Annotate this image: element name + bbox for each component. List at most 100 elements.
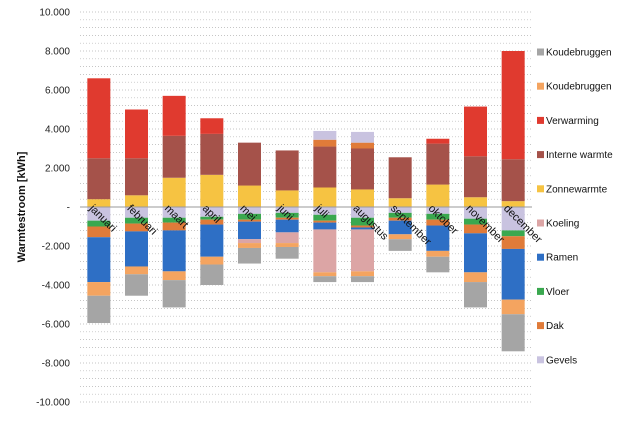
bar-segment — [426, 143, 450, 185]
bar-segment — [87, 158, 111, 200]
legend-swatch — [537, 253, 544, 261]
y-tick-label: 6.000 — [45, 86, 70, 97]
bar-segment — [426, 250, 450, 257]
y-tick-label: 2.000 — [45, 164, 70, 175]
y-tick-label: - — [67, 203, 70, 214]
bar-segment — [200, 133, 224, 175]
bar-segment — [313, 272, 337, 277]
legend-swatch — [537, 219, 544, 227]
bar-segment — [125, 231, 148, 267]
bar-segment — [351, 207, 374, 218]
bar-segment — [162, 207, 186, 218]
bar-segment — [501, 201, 525, 207]
bar-segment — [351, 229, 374, 272]
legend-swatch — [537, 185, 544, 193]
bar-segment — [238, 239, 261, 244]
bar-segment — [200, 219, 224, 225]
legend-swatch — [537, 287, 544, 295]
bar-segment — [87, 237, 111, 283]
bar-segment — [313, 187, 337, 207]
bar-segment — [388, 217, 412, 221]
bar-segment — [238, 221, 261, 240]
y-axis-label: Warmtestroom [kWh] — [16, 151, 28, 262]
bar-segment — [501, 236, 525, 249]
y-tick-label: -8.000 — [42, 359, 71, 370]
bar-segment — [501, 159, 525, 202]
y-tick-label: 8.000 — [45, 47, 70, 58]
legend-label: Vloer — [546, 287, 570, 298]
bar-segment — [351, 276, 374, 283]
bar-segment — [388, 234, 412, 240]
bar-segment — [351, 225, 374, 228]
bar-segment — [162, 230, 186, 272]
legend-swatch — [537, 116, 544, 124]
bar-segment — [464, 207, 487, 219]
bar-segment — [426, 225, 450, 251]
bar-segment — [238, 142, 261, 186]
bar-segment — [426, 219, 450, 226]
bar-segment — [238, 213, 261, 220]
bar-segment — [238, 243, 261, 248]
bar-segment — [87, 207, 111, 221]
bar-segment — [426, 138, 450, 144]
bar-segment — [87, 282, 111, 296]
bar-segment — [162, 222, 186, 231]
bar-segment — [275, 219, 299, 233]
bar-segment — [388, 207, 412, 213]
bar-segment — [238, 219, 261, 222]
bar-segment — [426, 184, 450, 207]
legend-label: Koeling — [546, 219, 579, 230]
bar-segment — [464, 233, 487, 273]
legend-swatch — [537, 322, 544, 330]
bar-segment — [125, 195, 148, 207]
bar-segment — [388, 212, 412, 218]
bar-segment — [162, 271, 186, 281]
legend-swatch — [537, 48, 544, 56]
bar-segment — [200, 216, 224, 220]
bar-segment — [125, 223, 148, 232]
bar-segment — [464, 218, 487, 225]
bar-segment — [275, 246, 299, 259]
bar-segment — [464, 197, 487, 207]
bar-segment — [275, 232, 299, 244]
y-tick-label: 10.000 — [39, 8, 70, 19]
bar-segment — [200, 207, 224, 217]
bar-segment — [351, 217, 374, 226]
y-tick-label: -2.000 — [42, 242, 71, 253]
bar-segment — [275, 150, 299, 191]
legend-label: Gevels — [546, 355, 577, 366]
bar-segment — [313, 207, 337, 215]
bar-segment — [200, 224, 224, 257]
bar-segment — [125, 217, 148, 224]
bar-segment — [464, 282, 487, 308]
bar-segment — [388, 239, 412, 251]
bar-segment — [388, 198, 412, 207]
y-tick-label: -6.000 — [42, 320, 71, 331]
bar-segment — [464, 156, 487, 198]
bar-segment — [238, 247, 261, 264]
bar-segment — [275, 212, 299, 218]
legend-swatch — [537, 356, 544, 364]
bar-segment — [125, 274, 148, 296]
bar-segment — [351, 131, 374, 143]
bar-segment — [313, 222, 337, 230]
bar-segment — [464, 106, 487, 157]
bar-segment — [501, 299, 525, 315]
bar-segment — [275, 207, 299, 213]
bar-segment — [388, 220, 412, 235]
y-tick-label: 4.000 — [45, 125, 70, 136]
bar-segment — [313, 214, 337, 221]
bar-segment — [501, 314, 525, 352]
bar-segment — [351, 148, 374, 190]
bar-segment — [313, 276, 337, 283]
bar-segment — [313, 146, 337, 188]
bar-segment — [200, 174, 224, 207]
y-tick-label: -4.000 — [42, 281, 71, 292]
bar-segment — [313, 130, 337, 140]
bar-segment — [464, 272, 487, 283]
bar-segment — [351, 189, 374, 207]
bar-segment — [426, 213, 450, 220]
bar-segment — [275, 243, 299, 247]
bar-segment — [162, 217, 186, 223]
